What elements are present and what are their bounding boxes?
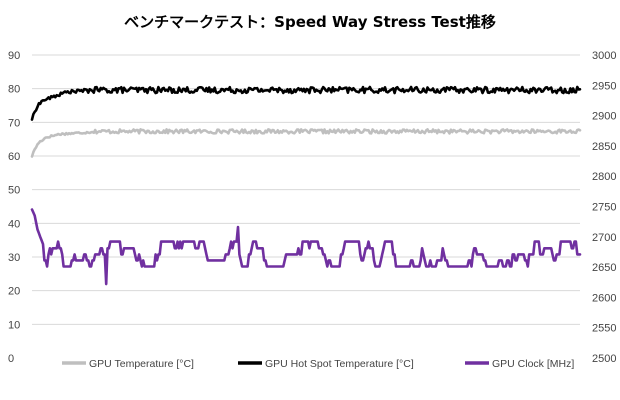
legend-label: GPU Clock [MHz] — [492, 358, 574, 370]
series-line-gpu-clock — [30, 208, 582, 286]
gridlines — [32, 54, 580, 325]
right-tick-label: 2650 — [592, 262, 616, 274]
left-tick-label: 90 — [8, 50, 20, 62]
left-axis: 0 10 20 30 40 50 60 70 80 90 — [8, 50, 20, 365]
right-tick-label: 2500 — [592, 353, 616, 365]
left-tick-label: 70 — [8, 117, 20, 129]
left-tick-label: 30 — [8, 252, 20, 264]
series-line-gpu-hot-spot-temperature — [30, 85, 582, 121]
left-tick-label: 60 — [8, 151, 20, 163]
chart-title: ベンチマークテスト：Speed Way Stress Test推移 — [124, 13, 496, 31]
right-tick-label: 2700 — [592, 232, 616, 244]
left-tick-label: 40 — [8, 218, 20, 230]
left-tick-label: 80 — [8, 84, 20, 96]
series-line-gpu-temperature — [30, 128, 582, 158]
legend-label: GPU Hot Spot Temperature [°C] — [265, 358, 414, 370]
right-tick-label: 2550 — [592, 323, 616, 335]
right-tick-label: 2900 — [592, 111, 616, 123]
right-axis: 2500 2550 2600 2650 2700 2750 2800 2850 2900 2950… — [592, 50, 616, 365]
left-tick-label: 10 — [8, 319, 20, 331]
right-tick-label: 2850 — [592, 141, 616, 153]
legend-label: GPU Temperature [°C] — [89, 358, 194, 370]
right-tick-label: 3000 — [592, 50, 616, 62]
left-tick-label: 0 — [8, 353, 14, 365]
left-tick-label: 20 — [8, 286, 20, 298]
series-layer — [30, 85, 582, 286]
right-tick-label: 2600 — [592, 292, 616, 304]
right-tick-label: 2950 — [592, 80, 616, 92]
right-tick-label: 2800 — [592, 171, 616, 183]
legend: GPU Temperature [°C] GPU Hot Spot Tempera… — [62, 358, 574, 370]
right-tick-label: 2750 — [592, 202, 616, 214]
left-tick-label: 50 — [8, 185, 20, 197]
